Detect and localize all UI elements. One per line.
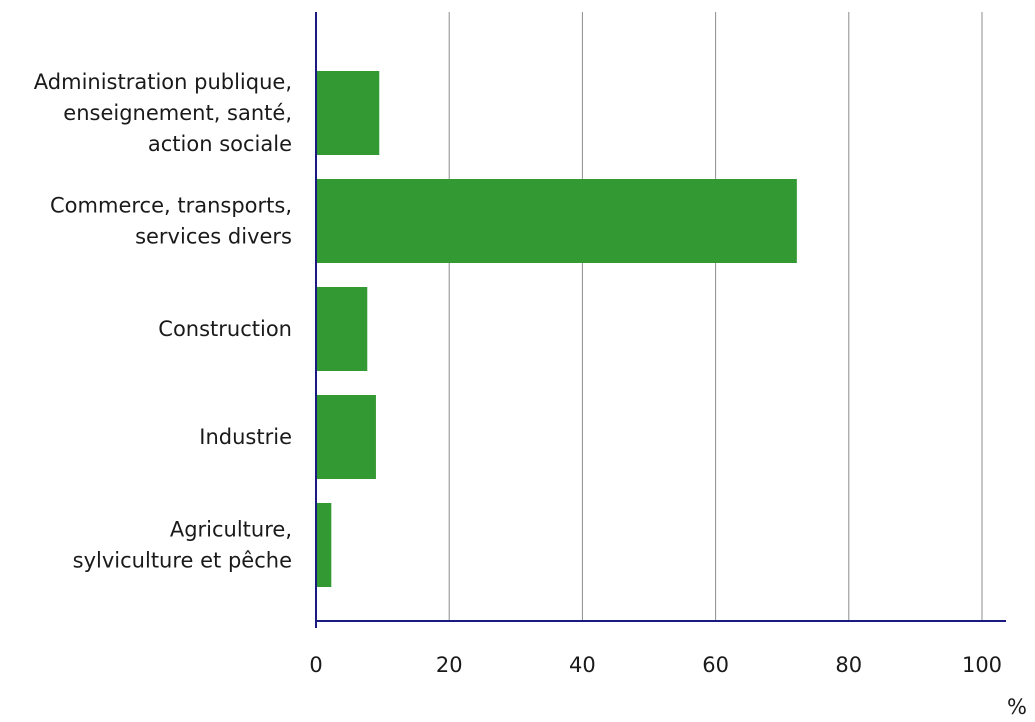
bar-3 [316,395,376,479]
category-label-line: Industrie [199,425,292,449]
category-label-line: sylviculture et pêche [73,549,292,573]
x-tick-label-0: 0 [309,653,322,677]
bars [316,71,797,587]
category-label-4: Agriculture, sylviculture et pêche [73,518,292,573]
x-tick-label-40: 40 [569,653,596,677]
category-label-1: Commerce, transports, services divers [50,194,292,249]
category-label-0: Administration publique, enseignement, sa… [34,70,292,156]
category-label-2: Construction [158,317,292,341]
category-label-line: action sociale [148,132,292,156]
category-label-line: Commerce, transports, [50,194,292,218]
x-unit-label: % [1007,695,1027,719]
bar-2 [316,287,368,371]
x-tick-labels: 0 20 40 60 80 100 [309,653,1002,677]
category-label-line: services divers [135,225,292,249]
x-tick-label-80: 80 [835,653,862,677]
axes [315,12,1006,628]
category-labels: Administration publique, enseignement, sa… [34,70,292,573]
bar-1 [316,179,797,263]
category-label-line: Construction [158,317,292,341]
gridlines [448,12,983,621]
category-label-line: Agriculture, [170,518,292,542]
category-label-line: Administration publique, [34,70,292,94]
category-label-line: enseignement, santé, [63,101,292,125]
category-label-3: Industrie [199,425,292,449]
x-tick-label-100: 100 [962,653,1002,677]
x-tick-label-20: 20 [436,653,463,677]
x-tick-label-60: 60 [702,653,729,677]
bar-0 [316,71,380,155]
bar-4 [316,503,332,587]
